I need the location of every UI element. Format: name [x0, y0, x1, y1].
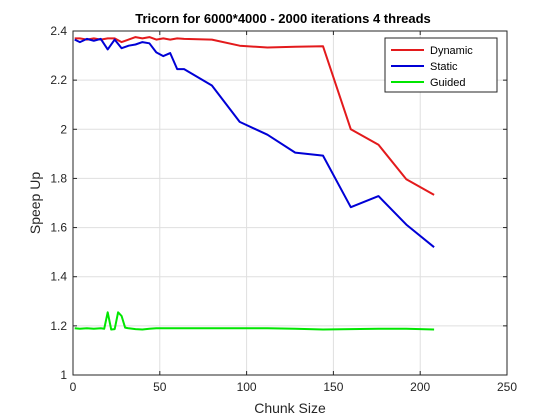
- y-axis-label: Speep Up: [27, 172, 43, 234]
- y-tick-label: 1.6: [50, 221, 67, 235]
- x-tick-label: 50: [153, 380, 167, 394]
- y-tick-label: 1: [60, 368, 67, 382]
- x-tick-label: 150: [323, 380, 343, 394]
- y-tick-label: 2.4: [50, 24, 67, 38]
- x-tick-label: 250: [497, 380, 517, 394]
- y-tick-label: 1.8: [50, 171, 67, 185]
- x-tick-label: 0: [70, 380, 77, 394]
- legend-label-dynamic: Dynamic: [430, 45, 473, 57]
- legend-label-guided: Guided: [430, 77, 465, 89]
- y-tick-label: 1.2: [50, 319, 67, 333]
- y-tick-label: 1.4: [50, 270, 67, 284]
- chart-title: Tricorn for 6000*4000 - 2000 iterations …: [135, 11, 431, 26]
- x-axis-label: Chunk Size: [254, 400, 326, 416]
- legend-label-static: Static: [430, 61, 458, 73]
- x-tick-label: 200: [410, 380, 430, 394]
- x-tick-label: 100: [237, 380, 257, 394]
- legend: Dynamic Static Guided: [385, 38, 497, 92]
- y-tick-label: 2.2: [50, 73, 67, 87]
- y-tick-label: 2: [60, 122, 67, 136]
